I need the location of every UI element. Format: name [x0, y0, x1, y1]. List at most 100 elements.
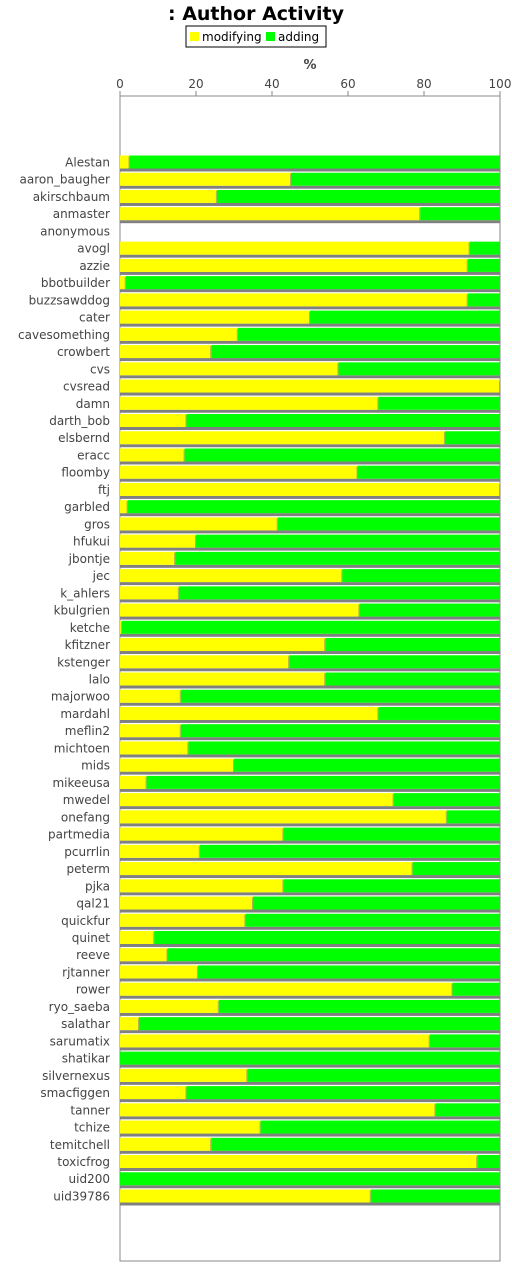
category-label: k_ahlers: [60, 586, 110, 600]
bar-adding: [196, 534, 500, 548]
bar-row: [120, 810, 500, 827]
bar-row: [120, 724, 501, 741]
bar-modifying: [120, 741, 189, 755]
bar-shadow: [120, 168, 500, 172]
bar-shadow: [120, 719, 500, 723]
bar-adding: [180, 724, 501, 738]
category-label: shatikar: [62, 1052, 110, 1066]
category-label: meflin2: [65, 724, 110, 738]
bar-adding: [435, 1103, 500, 1117]
bar-modifying-edge: [215, 190, 217, 204]
bar-modifying-edge: [185, 1087, 187, 1101]
bar-adding: [467, 258, 500, 272]
bar-modifying-edge: [377, 397, 379, 411]
bar-modifying-edge: [476, 1156, 478, 1170]
bar-row: [120, 276, 500, 293]
bar-modifying: [120, 258, 468, 272]
bar-modifying: [120, 724, 181, 738]
bar-shadow: [120, 616, 500, 620]
bar-modifying-edge: [411, 863, 413, 877]
bar-modifying-edge: [210, 1138, 212, 1152]
category-label: qal21: [76, 897, 110, 911]
bar-modifying: [120, 965, 198, 979]
bar-shadow: [120, 685, 500, 689]
bar-row: [120, 1189, 500, 1206]
bar-adding: [412, 862, 500, 876]
bar-shadow: [120, 340, 500, 344]
bar-shadow: [120, 1081, 500, 1085]
bar-modifying-edge: [138, 1018, 139, 1032]
category-label: salathar: [61, 1017, 110, 1031]
bar-modifying-edge: [443, 432, 445, 446]
bar-shadow: [120, 289, 500, 293]
bar-row: [120, 982, 500, 999]
bar-shadow: [120, 444, 500, 448]
category-label: gros: [84, 517, 110, 531]
bar-modifying-edge: [210, 346, 212, 360]
bar-modifying-edge: [392, 794, 394, 808]
bar-adding: [154, 930, 500, 944]
x-axis-title: %: [303, 58, 316, 73]
bar-row: [120, 930, 500, 947]
bar-row: [120, 775, 500, 792]
bar-row: [120, 241, 500, 258]
bar-modifying-edge: [451, 983, 453, 997]
bar-modifying-edge: [128, 156, 130, 170]
bar-adding: [420, 207, 500, 221]
bar-adding: [178, 586, 500, 600]
category-label: sarumatix: [50, 1034, 110, 1048]
bar-shadow: [120, 392, 500, 396]
bar-modifying: [120, 172, 291, 186]
category-label: jec: [92, 569, 110, 583]
category-label: mardahl: [60, 707, 110, 721]
x-axis-ticks: 0 20 40 60 80 100: [116, 77, 511, 96]
bar-shadow: [120, 702, 500, 706]
bar-modifying: [120, 844, 200, 858]
bar-modifying: [120, 396, 379, 410]
bar-modifying: [120, 310, 310, 324]
bar-modifying-edge: [309, 311, 310, 325]
bar-adding: [393, 793, 500, 807]
bar-modifying: [120, 982, 453, 996]
bar-shadow: [120, 375, 500, 379]
bar-row: [120, 172, 500, 189]
bar-modifying: [120, 948, 168, 962]
bar-shadow: [120, 840, 500, 844]
bar-modifying-edge: [356, 466, 358, 480]
bar-adding: [467, 293, 500, 307]
bar-shadow: [120, 909, 500, 913]
legend-swatch-modifying: [190, 32, 199, 41]
bar-row: [120, 672, 500, 689]
bar-row: [120, 362, 500, 379]
bar-row: [120, 155, 500, 172]
bar-shadow: [120, 582, 500, 586]
bar-adding: [357, 465, 500, 479]
bar-shadow: [120, 185, 500, 189]
bar-modifying-edge: [419, 208, 421, 222]
bar-row: [120, 517, 500, 534]
bar-adding: [283, 879, 500, 893]
bar-adding: [218, 999, 501, 1013]
bar-adding: [325, 672, 500, 686]
bar-modifying-edge: [377, 707, 379, 721]
bar-shadow: [120, 409, 500, 413]
bar-modifying: [120, 810, 447, 824]
category-label: cvsread: [63, 380, 110, 394]
category-label: mikeeusa: [52, 776, 110, 790]
bar-shadow: [120, 1099, 500, 1103]
category-label: tchize: [74, 1121, 110, 1135]
category-label: avogl: [77, 242, 110, 256]
category-label: silvernexus: [42, 1069, 110, 1083]
bar-modifying-edge: [252, 897, 253, 911]
category-labels: Alestan aaron_baugher akirschbaum anmaster a…: [18, 156, 110, 1204]
legend-label-modifying: modifying: [202, 30, 262, 44]
bar-adding: [446, 810, 500, 824]
bar-adding: [253, 896, 500, 910]
bar-modifying: [120, 241, 470, 255]
bar-modifying: [120, 689, 181, 703]
bar-shadow: [120, 875, 500, 879]
bar-modifying-edge: [217, 1000, 219, 1014]
category-label: toxicfrog: [57, 1155, 110, 1169]
bar-row: [120, 1086, 500, 1103]
category-label: majorwoo: [51, 690, 110, 704]
